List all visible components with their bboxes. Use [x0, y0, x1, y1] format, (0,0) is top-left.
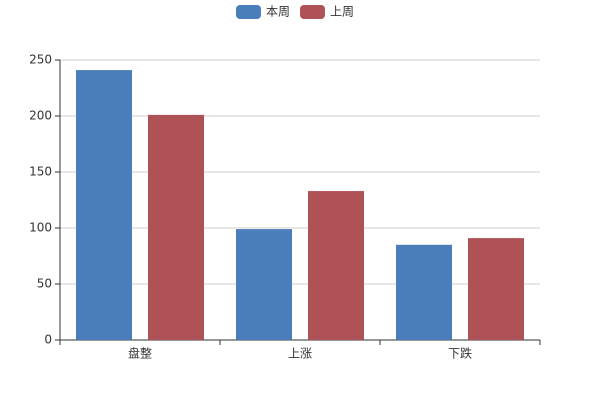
bar: [236, 229, 292, 340]
y-tick-label: 100: [29, 221, 52, 235]
x-tick-label: 下跌: [448, 346, 472, 361]
legend-label[interactable]: 上周: [330, 5, 354, 19]
legend-label[interactable]: 本周: [266, 5, 290, 19]
bar: [468, 238, 524, 340]
y-tick-label: 200: [29, 109, 52, 123]
bar: [396, 244, 452, 340]
legend-swatch[interactable]: [300, 5, 325, 19]
legend-swatch[interactable]: [236, 5, 261, 19]
y-tick-label: 50: [37, 277, 52, 291]
bar: [76, 70, 132, 340]
y-tick-label: 250: [29, 53, 52, 67]
y-tick-label: 150: [29, 165, 52, 179]
y-tick-label: 0: [44, 333, 52, 347]
bar: [148, 114, 204, 340]
x-tick-label: 盘整: [128, 346, 152, 361]
bar: [308, 191, 364, 340]
x-tick-label: 上涨: [288, 346, 312, 361]
